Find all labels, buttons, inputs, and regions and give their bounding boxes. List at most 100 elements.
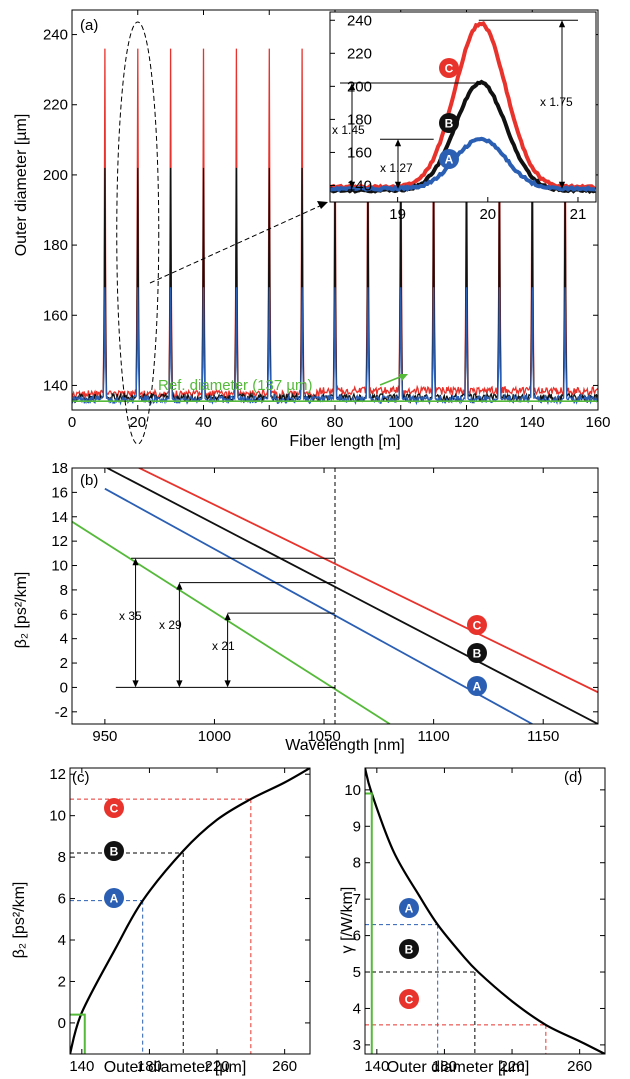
inset-ytick-label: 220 (347, 45, 372, 62)
panel-a-xlabel: Fiber length [m] (289, 433, 400, 450)
reference-arrow-head (399, 374, 408, 381)
panel-b-ratio-label-35: x 35 (119, 609, 142, 623)
panel-b-marker-C-text: C (473, 619, 482, 633)
inset-frame (329, 11, 597, 203)
panel-c-ytick-label: 6 (58, 891, 66, 908)
panel-b-xtick-label: 1100 (417, 728, 449, 745)
panel-d-xlabel: Outer diameter [µm] (387, 1059, 530, 1076)
panel-a-xtick-label: 140 (520, 414, 545, 431)
panel-b-ratio-arrow-35-head-top (132, 558, 139, 566)
panel-a-plot: 0 20 40 60 80 100 120 140 160 140 160 180 200 220 240 R… (43, 9, 611, 445)
panel-b-ytick-label: 18 (51, 460, 68, 477)
panel-b-xtick-label: 950 (92, 728, 117, 745)
inset-xtick-label: 19 (389, 206, 406, 223)
panel-b-ytick-label: 14 (51, 509, 68, 526)
panel-a-ytick-label: 200 (43, 167, 68, 184)
panel-d-marker-B (399, 939, 419, 959)
panel-c-xtick-label: 180 (137, 1058, 162, 1075)
panel-c-marker-B-text: B (110, 845, 119, 859)
panel-b-plot: 950 1000 1050 1100 1150 -2 0 2 4 6 8 10 12 14 16 18 x 35… (51, 460, 599, 745)
panel-c-ytick-label: 10 (49, 808, 66, 825)
panel-c-xtick-label: 220 (205, 1058, 230, 1075)
panel-b-ytick-label: 10 (51, 558, 68, 575)
panel-c-marker-A (104, 888, 124, 908)
panel-b-series-reference-line (72, 520, 391, 724)
panel-c-ylabel: β₂ [ps²/km] (11, 882, 28, 959)
panel-a-xtick-label: 80 (327, 414, 344, 431)
panel-b-ytick-label: 12 (51, 533, 68, 550)
inset-marker-C (439, 58, 459, 78)
panel-a-ytick-label: 160 (43, 307, 68, 324)
panel-c-plot: 140 180 220 260 0 2 4 6 8 10 12 A B C (49, 766, 311, 1075)
inset-ratio-arrow-127-head-bottom (394, 181, 402, 189)
panel-b-xlabel: Wavelength [nm] (285, 737, 404, 754)
panel-d-ylabel: γ [/W/km] (339, 887, 356, 954)
panel-c-series-group (70, 768, 310, 1054)
panel-d-ytick-label: 9 (353, 818, 361, 835)
panel-b-marker-B (467, 643, 487, 663)
panel-b-ratio-label-21: x 21 (212, 639, 235, 653)
panel-d-curve (365, 768, 605, 1054)
panel-c-ytick-label: 0 (58, 1015, 66, 1032)
panel-b-marker-C (467, 615, 487, 635)
inset-ytick-label: 180 (347, 111, 372, 128)
inset-ratio-arrow-145-head-top (348, 83, 356, 91)
panel-d-frame (364, 767, 606, 1055)
panel-d-marker-C-text: C (405, 993, 414, 1007)
inset-marker-A-text: A (445, 153, 454, 167)
panel-d-ytick-label: 3 (353, 1037, 361, 1054)
panel-c-curve (70, 768, 310, 1054)
panel-c-xlabel: Outer diameter [µm] (104, 1059, 247, 1076)
panel-b-ytick-label: 16 (51, 484, 68, 501)
panel-a-xtick-label: 0 (68, 414, 76, 431)
panel-a-xtick-label: 20 (129, 414, 146, 431)
panel-b-ylabel: β₂ [ps²/km] (13, 572, 30, 649)
panel-b-marker-A (467, 676, 487, 696)
panel-d-marker-A-text: A (405, 902, 414, 916)
panel-a-xtick-label: 40 (195, 414, 212, 431)
panel-b-ytick-label: 8 (60, 582, 68, 599)
panel-d-series-group (365, 768, 605, 1054)
panel-b-ratio-arrow-21-head-bottom (224, 680, 231, 688)
panel-c-ytick-label: 2 (58, 973, 66, 990)
inset-ratio-label-127: x 1.27 (380, 161, 413, 175)
panel-b-xtick-label: 1050 (307, 728, 340, 745)
panel-d-ytick-label: 8 (353, 855, 361, 872)
panel-c-reference-step (70, 1013, 86, 1054)
panel-b-series-C-line (137, 468, 598, 694)
panel-b-ytick-label: 0 (60, 679, 68, 696)
inset-marker-C-text: C (445, 62, 454, 76)
panel-b-series-A-line (104, 487, 533, 724)
panel-d-ytick-label: 6 (353, 928, 361, 945)
panel-d-reference-step (365, 792, 373, 1054)
panel-b-marker-A-text: A (473, 680, 482, 694)
panel-a-ylabel: Outer diameter [µm] (13, 114, 30, 257)
panel-b-series-B-line (105, 468, 598, 724)
series-B-line (72, 167, 598, 405)
panel-d-label: (d) (564, 769, 582, 786)
panel-c-marker-C (104, 798, 124, 818)
inset-xtick-label: 21 (570, 206, 587, 223)
panel-a-xtick-label: 160 (585, 414, 610, 431)
inset-ratio-arrow-175-head-bottom (558, 181, 566, 189)
panel-b-xtick-label: 1150 (527, 728, 559, 745)
panel-d-xtick-label: 180 (432, 1058, 457, 1075)
panel-b-frame (71, 467, 599, 725)
panel-b-label: (b) (80, 472, 98, 489)
zoom-ellipse (116, 21, 160, 445)
panel-d-ytick-label: 4 (353, 1000, 361, 1017)
reference-diameter-label: Ref. diameter (137 µm) (158, 377, 313, 394)
inset-ratio-arrow-175-head-top (558, 20, 566, 28)
panel-b-ratio-arrow-21-head-top (224, 613, 231, 621)
panel-b-ytick-label: 4 (60, 631, 68, 648)
panel-c-frame (69, 767, 311, 1055)
panel-b-ytick-label: 6 (60, 606, 68, 623)
inset-ratio-arrow-127-head-top (394, 139, 402, 147)
panel-d-xtick-label: 260 (567, 1058, 592, 1075)
panel-b-ratio-arrow-29-head-top (176, 582, 183, 590)
panel-c-ytick-label: 8 (58, 849, 66, 866)
inset-ratio-label-145: x 1.45 (332, 123, 365, 137)
panel-a-xtick-label: 60 (261, 414, 278, 431)
panel-a-xtick-label: 120 (454, 414, 479, 431)
